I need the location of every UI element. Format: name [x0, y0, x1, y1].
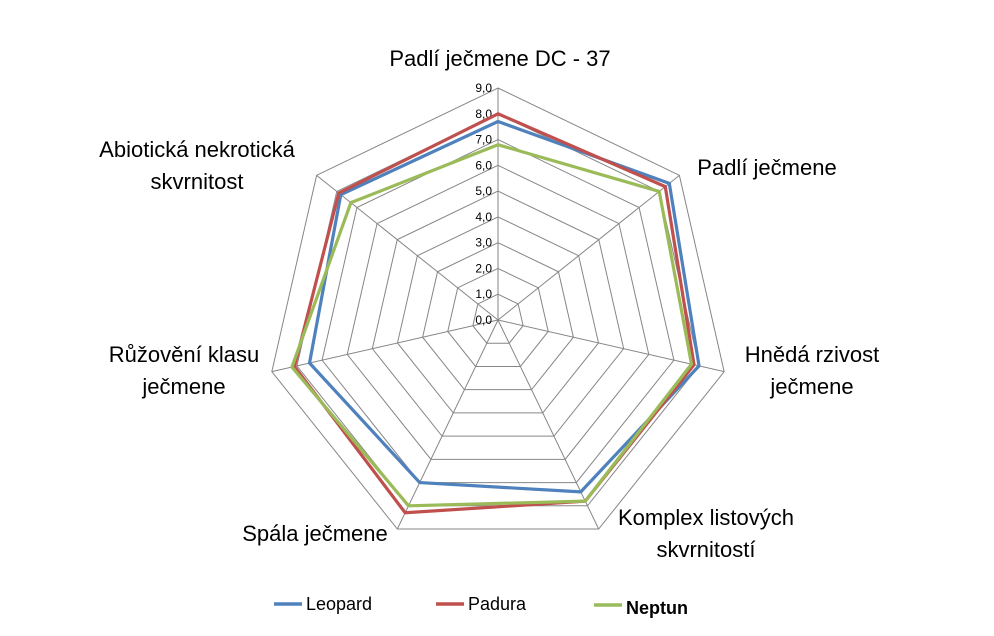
axis-label-line: Abiotická nekrotická	[99, 137, 295, 162]
tick-label: 4,0	[475, 210, 492, 224]
axis-label-line: ječmene	[141, 374, 225, 399]
series-lines	[290, 112, 701, 515]
axis-label-1: Padlí ječmene	[697, 155, 836, 180]
axis-label-line: Spála ječmene	[242, 521, 388, 546]
grid-ring	[447, 267, 549, 367]
grid-ring	[321, 139, 675, 484]
axis-label-2: Hnědá rzivost ječmene	[745, 342, 880, 399]
series-line-padura	[292, 112, 696, 515]
axis-spoke	[316, 174, 499, 321]
grid-ring	[472, 293, 524, 344]
tick-label: 6,0	[475, 158, 492, 172]
axis-spoke	[396, 319, 499, 530]
grid-ring	[271, 87, 725, 530]
legend-label: Leopard	[306, 594, 372, 614]
axis-label-line: Komplex listových	[618, 505, 794, 530]
tick-label: 0,0	[475, 313, 492, 327]
series-line-neptun	[290, 143, 694, 508]
tick-label: 3,0	[475, 236, 492, 250]
legend-item-padura: Padura	[436, 594, 527, 614]
radar-grid	[271, 87, 725, 530]
grid-ring	[346, 164, 650, 460]
axis-spoke	[497, 319, 600, 530]
tick-label: 9,0	[475, 81, 492, 95]
axis-label-line: Padlí ječmene	[697, 155, 836, 180]
legend-item-leopard: Leopard	[274, 594, 372, 614]
axis-label-line: Hnědá rzivost	[745, 342, 880, 367]
axis-labels: Padlí ječmene DC - 37 Padlí ječmene Hnědá …	[99, 46, 879, 562]
axis-label-0: Padlí ječmene DC - 37	[389, 46, 610, 71]
tick-label: 2,0	[475, 261, 492, 275]
axis-label-4: Spála ječmene	[242, 521, 388, 546]
axis-label-line: skvrnitost	[151, 169, 244, 194]
axis-label-line: Padlí ječmene DC - 37	[389, 46, 610, 71]
axis-label-line: ječmene	[769, 374, 853, 399]
tick-label: 5,0	[475, 184, 492, 198]
series-line-leopard	[307, 119, 701, 494]
legend: Leopard Padura Neptun	[274, 594, 688, 618]
legend-label: Padura	[468, 594, 527, 614]
legend-label: Neptun	[626, 598, 688, 618]
grid-ring	[371, 190, 625, 437]
axis-label-line: Růžovění klasu	[109, 342, 259, 367]
axis-label-6: Abiotická nekrotická skvrnitost	[99, 137, 295, 194]
grid-ring	[422, 242, 574, 391]
axis-label-3: Komplex listových skvrnitostí	[618, 505, 794, 562]
tick-label: 7,0	[475, 133, 492, 147]
axis-label-line: skvrnitostí	[656, 537, 755, 562]
grid-ring	[396, 216, 600, 414]
legend-item-neptun: Neptun	[594, 598, 688, 618]
tick-label: 1,0	[475, 287, 492, 301]
axis-spoke	[497, 174, 680, 321]
axis-spoke	[497, 319, 725, 373]
axis-label-5: Růžovění klasu ječmene	[109, 342, 259, 399]
